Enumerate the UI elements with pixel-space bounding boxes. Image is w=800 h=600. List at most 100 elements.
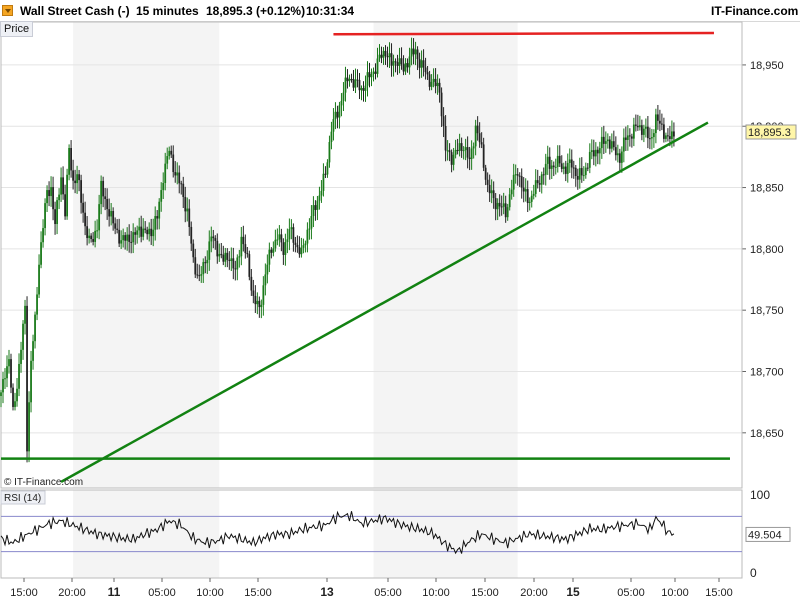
candle-body (298, 247, 301, 255)
candle-body (656, 114, 659, 121)
candle-body (390, 53, 393, 66)
candle-body (282, 242, 285, 255)
candle-body (530, 195, 533, 202)
candle-body (136, 230, 139, 235)
candle-body (420, 60, 423, 68)
candle-body (266, 264, 269, 275)
candle-body (408, 56, 411, 68)
candle-body (196, 274, 199, 276)
candle-body (490, 190, 493, 194)
candle-body (106, 199, 109, 210)
candle-body (614, 147, 617, 156)
candle-body (50, 187, 52, 197)
candle-body (148, 228, 151, 235)
candle-body (600, 136, 603, 149)
candle-body (166, 156, 169, 164)
candle-body (346, 77, 349, 82)
candle-body (646, 126, 649, 139)
candle-body (630, 136, 633, 139)
candle-body (28, 402, 30, 452)
candle-body (286, 239, 289, 243)
candle-body (430, 81, 433, 87)
candle-body (596, 149, 599, 154)
candle-body (440, 92, 443, 117)
candle-body (372, 71, 375, 74)
candle-body (428, 74, 431, 87)
candle-body (126, 234, 129, 241)
candle-body (484, 167, 487, 180)
candle-body (608, 139, 611, 149)
candle-body (386, 56, 389, 58)
candle-body (304, 243, 307, 246)
price-panel-label[interactable]: Price (0, 21, 34, 37)
candle-body (574, 167, 577, 177)
candle-body (218, 253, 221, 257)
candle-body (558, 155, 561, 164)
candle-body (302, 245, 305, 248)
candle-body (610, 141, 613, 149)
candle-body (120, 240, 123, 244)
candle-body (44, 203, 46, 229)
x-tick-label: 20:00 (520, 587, 548, 599)
candle-body (252, 290, 255, 296)
candle-body (368, 72, 371, 78)
candle-body (424, 67, 427, 73)
candle-body (128, 234, 131, 242)
candle-body (12, 387, 14, 407)
candle-body (464, 147, 467, 151)
candle-body (454, 149, 457, 155)
candle-body (474, 125, 477, 147)
candle-body (292, 227, 295, 243)
candle-body (152, 229, 155, 237)
candle-body (92, 239, 95, 242)
candle-body (384, 50, 387, 57)
candle-body (370, 73, 373, 78)
candle-body (540, 174, 543, 185)
candle-body (354, 79, 357, 88)
candle-body (446, 150, 449, 152)
candle-body (544, 163, 547, 175)
candle-body (482, 144, 485, 168)
candle-body (604, 141, 607, 144)
x-tick-label: 15:00 (471, 587, 499, 599)
x-tick-label: 10:00 (196, 587, 224, 599)
candle-body (202, 262, 205, 275)
candle-body (566, 162, 569, 174)
clock-time: 10:31:34 (306, 4, 355, 18)
candle-body (588, 151, 591, 168)
rsi-tick-label: 100 (750, 488, 770, 502)
candle-body (288, 229, 291, 240)
candle-body (168, 150, 171, 157)
candle-body (6, 366, 8, 379)
candle-body (284, 242, 287, 255)
candle-body (388, 53, 391, 58)
candle-body (268, 249, 271, 265)
candle-body (476, 125, 479, 134)
candle-body (112, 211, 115, 224)
candle-body (564, 166, 567, 174)
rsi-label-box (0, 490, 46, 505)
candle-body (208, 241, 211, 260)
candle-body (364, 85, 367, 91)
candle-body (492, 190, 495, 199)
candle-body (290, 227, 293, 230)
candle-body (56, 200, 58, 225)
candle-body (76, 174, 79, 184)
candle-body (256, 300, 259, 305)
candle-body (506, 207, 509, 218)
candle-body (94, 230, 97, 242)
candle-body (54, 209, 56, 225)
price-plot-frame (0, 21, 743, 489)
candle-body (650, 137, 653, 139)
candle-body (96, 230, 99, 232)
candle-body (82, 202, 85, 213)
menu-icon[interactable] (2, 5, 13, 16)
candle-body (648, 138, 651, 140)
candle-body (342, 92, 345, 101)
candle-body (306, 229, 309, 244)
candle-body (176, 172, 179, 176)
interval-label[interactable]: 15 minutes (136, 4, 199, 18)
candle-body (536, 180, 539, 184)
candle-body (360, 88, 363, 91)
